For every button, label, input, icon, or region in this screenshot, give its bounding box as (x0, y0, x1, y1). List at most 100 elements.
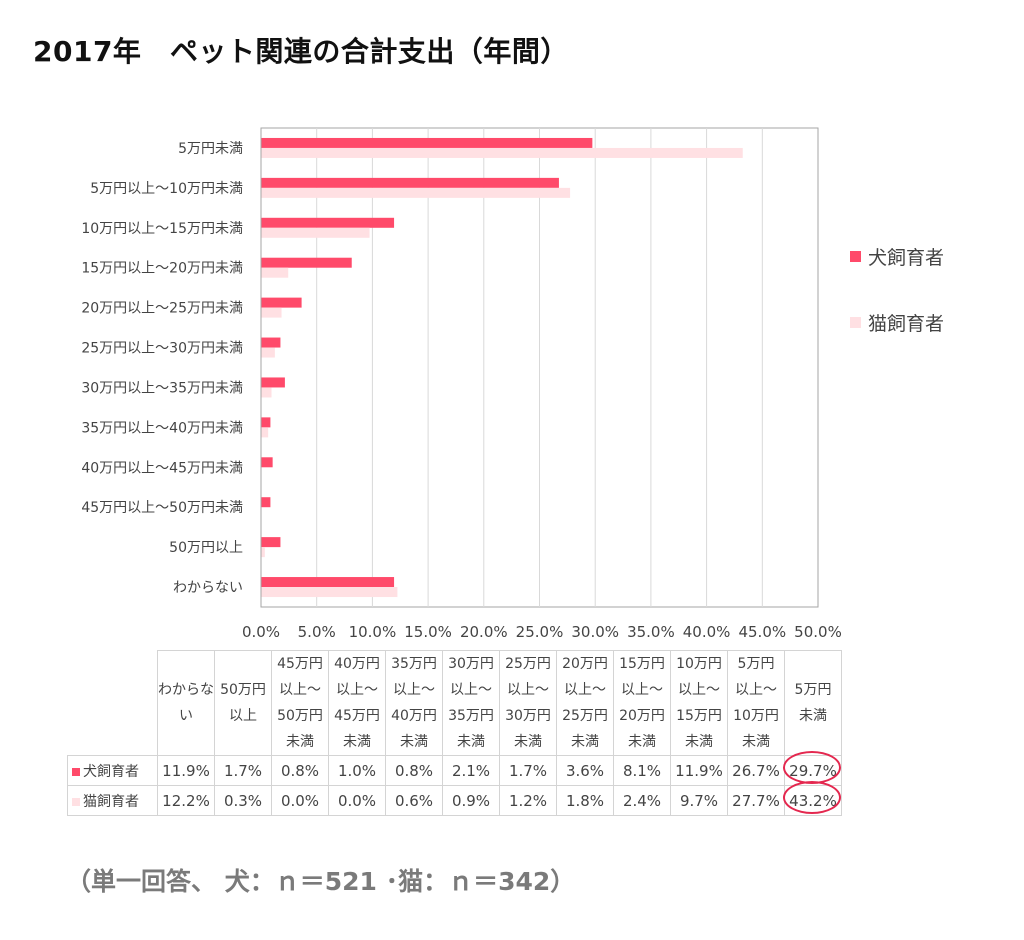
table-cell: 11.9% (670, 755, 728, 786)
legend-item: 犬飼育者 (850, 240, 944, 272)
chart-title: 2017年 ペット関連の合計支出（年間） (33, 35, 569, 68)
category-label: 25万円以上～30万円未満 (81, 341, 243, 357)
legend-swatch (850, 316, 861, 328)
highlight-circle (783, 781, 841, 814)
category-label: 15万円以上～20万円未満 (81, 261, 243, 277)
table-cell: 3.6% (556, 755, 614, 786)
legend-swatch (850, 250, 861, 262)
table-cell: 1.7% (214, 755, 272, 786)
table-cell: 1.0% (328, 755, 386, 786)
dog-bar (261, 297, 302, 308)
x-tick-label: 0.0% (242, 623, 280, 641)
dog-bar (261, 377, 285, 388)
column-header: 45万円 以上～ 50万円 未満 (271, 650, 329, 756)
dog-bar (261, 257, 352, 268)
data-table: わからない 50万円 以上 45万円 以上～ 50万円 未満 40万円 以上～ 45万円 未満 35万… (67, 650, 842, 816)
category-label: 45万円以上～50万円未満 (81, 500, 243, 516)
x-tick-label: 35.0% (627, 623, 675, 641)
table-cell: 0.8% (271, 755, 329, 786)
table-cell: 43.2% (783, 781, 842, 816)
bar-chart: 0.0% 5.0% 10.0% 15.0% 20.0% 25.0% 30.0% 35.0% 40… (81, 127, 842, 641)
column-header: 5万円 未満 (784, 650, 842, 756)
table-row: 犬飼育者 11.9% 1.7% 0.8% 1.0% 0.8% 2.1% 1.7% 3.6% 8.1… (67, 751, 842, 786)
table-cell: 2.1% (442, 755, 500, 786)
x-tick-label: 25.0% (516, 623, 564, 641)
row-label: 犬飼育者 (67, 755, 158, 786)
table-cell: 0.0% (328, 785, 386, 816)
category-label: 35万円以上～40万円未満 (81, 420, 243, 436)
x-tick-label: 45.0% (738, 623, 786, 641)
x-tick-label: 50.0% (794, 623, 842, 641)
dog-bar (261, 177, 559, 188)
cat-bar (261, 347, 275, 358)
table-cell: 0.6% (385, 785, 443, 816)
column-header: 25万円 以上～ 30万円 未満 (499, 650, 557, 756)
column-header: 10万円 以上～ 15万円 未満 (670, 650, 728, 756)
cat-bar (261, 387, 272, 398)
row-swatch (72, 797, 80, 806)
column-header: 40万円 以上～ 45万円 未満 (328, 650, 386, 756)
category-label: 50万円以上 (169, 540, 243, 556)
table-cell: 26.7% (727, 755, 785, 786)
dog-bar (261, 217, 395, 228)
table-cell: 29.7% (783, 751, 842, 786)
highlight-circle (783, 751, 841, 784)
table-body: 犬飼育者 11.9% 1.7% 0.8% 1.0% 0.8% 2.1% 1.7% 3.6% 8.1… (67, 751, 842, 816)
cat-bar (261, 227, 370, 238)
x-tick-label: 40.0% (683, 623, 731, 641)
column-header: わからない (157, 650, 215, 756)
table-cell: 0.8% (385, 755, 443, 786)
table-header-row: わからない 50万円 以上 45万円 以上～ 50万円 未満 40万円 以上～ 45万円 未満 35万… (67, 650, 842, 756)
dog-bar (261, 417, 271, 428)
table-cell: 2.4% (613, 785, 671, 816)
legend: 犬飼育者 猫飼育者 (850, 240, 944, 372)
x-tick-label: 30.0% (571, 623, 619, 641)
table-cell: 0.0% (271, 785, 329, 816)
cat-bar (261, 587, 398, 598)
table-cell: 1.7% (499, 755, 557, 786)
cat-bar (261, 427, 269, 438)
x-tick-label: 10.0% (349, 623, 397, 641)
category-label: 30万円以上～35万円未満 (81, 380, 243, 396)
column-header: 20万円 以上～ 25万円 未満 (556, 650, 614, 756)
category-label: わからない (173, 580, 243, 596)
dog-bar (261, 537, 281, 548)
table-corner (67, 650, 158, 756)
x-tick-label: 15.0% (404, 623, 452, 641)
dog-bar (261, 457, 273, 468)
category-label: 20万円以上～25万円未満 (81, 301, 243, 317)
column-header: 5万円 以上～ 10万円 未満 (727, 650, 785, 756)
category-label: 5万円未満 (178, 141, 243, 157)
x-tick-label: 5.0% (298, 623, 336, 641)
table-cell: 0.9% (442, 785, 500, 816)
dog-bar (261, 577, 395, 588)
category-label: 40万円以上～45万円未満 (81, 460, 243, 476)
table-cell: 8.1% (613, 755, 671, 786)
table-cell: 1.2% (499, 785, 557, 816)
cat-bar (261, 547, 265, 558)
column-header: 50万円 以上 (214, 650, 272, 756)
category-label: 10万円以上～15万円未満 (81, 221, 243, 237)
column-header: 15万円 以上～ 20万円 未満 (613, 650, 671, 756)
table-cell: 11.9% (157, 755, 215, 786)
legend-item: 猫飼育者 (850, 306, 944, 338)
table-cell: 27.7% (727, 785, 785, 816)
sample-note: （単一回答、 犬：ｎ＝521 ･猫：ｎ＝342） (66, 867, 576, 896)
x-tick-label: 20.0% (460, 623, 508, 641)
table-cell: 9.7% (670, 785, 728, 816)
dog-bar (261, 137, 593, 148)
cat-bar (261, 307, 282, 318)
row-swatch (72, 767, 80, 776)
category-label: 5万円以上～10万円未満 (90, 181, 243, 197)
legend-label: 犬飼育者 (868, 246, 945, 269)
table-row: 猫飼育者 12.2% 0.3% 0.0% 0.0% 0.6% 0.9% 1.2% 1.8% 2.4… (67, 781, 842, 816)
legend-label: 猫飼育者 (868, 312, 945, 335)
table-cell: 12.2% (157, 785, 215, 816)
cat-bar (261, 147, 743, 158)
table-cell: 0.3% (214, 785, 272, 816)
dog-bar (261, 497, 271, 508)
cat-bar (261, 267, 289, 278)
row-label: 猫飼育者 (67, 785, 158, 816)
table-cell: 1.8% (556, 785, 614, 816)
cat-bar (261, 187, 571, 198)
